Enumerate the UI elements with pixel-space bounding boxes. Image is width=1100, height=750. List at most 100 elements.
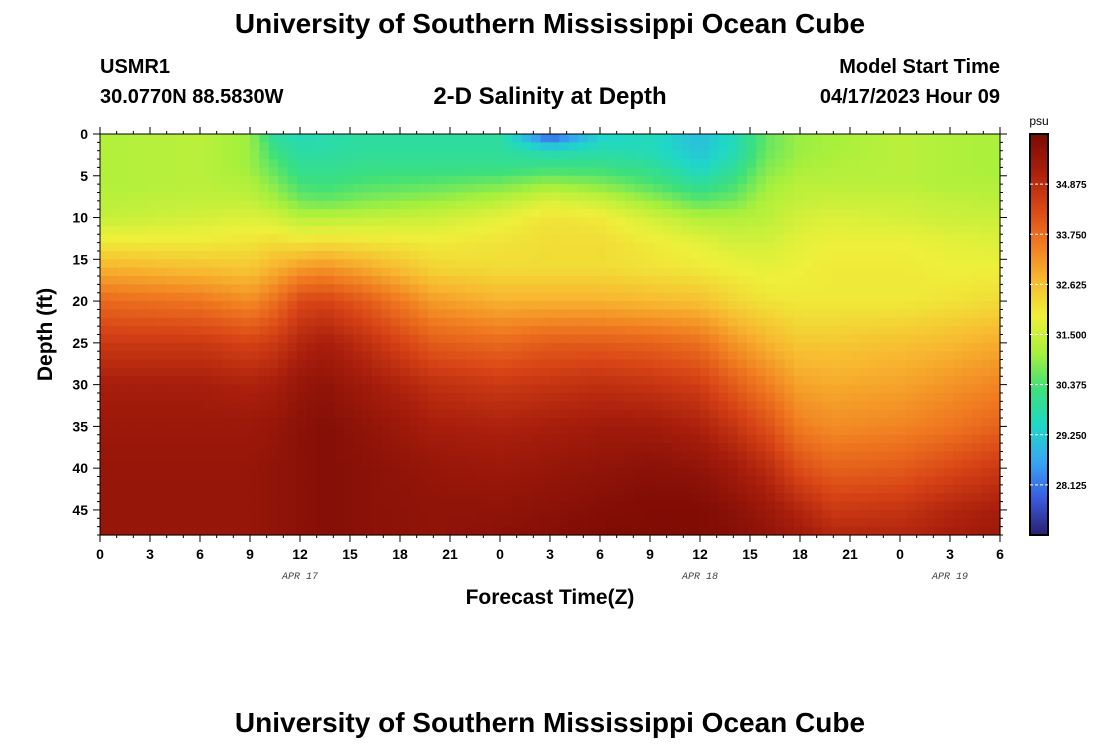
heatmap-cell xyxy=(625,217,635,227)
heatmap-cell xyxy=(465,526,476,536)
heatmap-cell xyxy=(475,276,485,285)
heatmap-cell xyxy=(615,334,626,344)
heatmap-cell xyxy=(484,459,495,469)
heatmap-cell xyxy=(325,384,335,394)
heatmap-cell xyxy=(887,418,898,427)
heatmap-cell xyxy=(568,267,579,277)
heatmap-cell xyxy=(981,409,992,419)
heatmap-cell xyxy=(212,234,223,244)
heatmap-cell xyxy=(118,493,129,503)
heatmap-cell xyxy=(109,184,120,194)
heatmap-cell xyxy=(915,301,926,311)
heatmap-cell xyxy=(128,501,139,511)
heatmap-cell xyxy=(709,309,720,319)
heatmap-cell xyxy=(859,493,870,503)
heatmap-cell xyxy=(184,284,195,294)
heatmap-cell xyxy=(784,392,795,402)
heatmap-cell xyxy=(371,451,382,461)
heatmap-cell xyxy=(718,159,729,169)
heatmap-cell xyxy=(793,301,804,311)
heatmap-cell xyxy=(906,418,917,427)
heatmap-cell xyxy=(493,184,504,194)
heatmap-cell xyxy=(259,401,270,411)
heatmap-cell xyxy=(259,267,270,277)
heatmap-cell xyxy=(165,501,176,511)
heatmap-cell xyxy=(521,276,532,285)
heatmap-cell xyxy=(784,434,795,444)
heatmap-cell xyxy=(193,484,204,494)
heatmap-cell xyxy=(568,242,579,252)
heatmap-cell xyxy=(184,234,195,244)
heatmap-cell xyxy=(906,225,917,235)
heatmap-cell xyxy=(653,276,664,285)
heatmap-cell xyxy=(756,426,767,436)
heatmap-cell xyxy=(971,217,982,227)
heatmap-cell xyxy=(634,359,645,369)
heatmap-cell xyxy=(343,326,354,336)
heatmap-cell xyxy=(343,392,354,402)
heatmap-cell xyxy=(456,150,467,160)
heatmap-cell xyxy=(306,150,317,160)
heatmap-cell xyxy=(418,175,429,185)
heatmap-cell xyxy=(512,509,523,519)
heatmap-cell xyxy=(268,217,279,227)
heatmap-cell xyxy=(756,493,767,503)
heatmap-cell xyxy=(559,276,570,285)
heatmap-cell xyxy=(728,384,739,394)
heatmap-cell xyxy=(512,276,523,285)
heatmap-cell xyxy=(268,384,279,394)
heatmap-cell xyxy=(400,284,410,294)
heatmap-cell xyxy=(287,459,298,469)
heatmap-cell xyxy=(221,234,232,244)
heatmap-cell xyxy=(540,267,551,277)
heatmap-cell xyxy=(643,167,654,177)
heatmap-cell xyxy=(456,259,467,269)
heatmap-cell xyxy=(156,443,167,453)
heatmap-cell xyxy=(925,267,935,277)
heatmap-cell xyxy=(756,192,767,202)
heatmap-cell xyxy=(568,217,579,227)
heatmap-cell xyxy=(868,159,879,169)
heatmap-cell xyxy=(681,451,692,461)
heatmap-cell xyxy=(493,443,504,453)
heatmap-cell xyxy=(981,392,992,402)
heatmap-cell xyxy=(896,509,907,519)
heatmap-cell xyxy=(756,301,767,311)
heatmap-cell xyxy=(221,367,232,377)
heatmap-cell xyxy=(681,184,692,194)
heatmap-cell xyxy=(465,309,476,319)
heatmap-cell xyxy=(212,518,223,528)
heatmap-cell xyxy=(756,326,767,336)
heatmap-cell xyxy=(193,451,204,461)
heatmap-cell xyxy=(971,342,982,352)
heatmap-cell xyxy=(540,443,551,453)
heatmap-cell xyxy=(850,443,860,453)
heatmap-cell xyxy=(325,276,335,285)
heatmap-cell xyxy=(137,468,148,478)
heatmap-cell xyxy=(578,225,589,235)
heatmap-cell xyxy=(896,359,907,369)
heatmap-cell xyxy=(906,501,917,511)
heatmap-cell xyxy=(615,167,626,177)
heatmap-cell xyxy=(962,418,973,427)
x-tick-label: 15 xyxy=(342,546,358,562)
heatmap-cell xyxy=(653,426,664,436)
heatmap-cell xyxy=(859,401,870,411)
heatmap-cell xyxy=(625,184,635,194)
heatmap-cell xyxy=(653,250,664,260)
heatmap-cell xyxy=(334,259,345,269)
heatmap-cell xyxy=(446,401,457,411)
heatmap-cell xyxy=(353,309,364,319)
heatmap-cell xyxy=(728,242,739,252)
heatmap-cell xyxy=(146,401,157,411)
heatmap-cell xyxy=(343,142,354,152)
heatmap-cell xyxy=(550,359,560,369)
heatmap-cell xyxy=(737,376,748,386)
heatmap-cell xyxy=(718,292,729,302)
heatmap-cell xyxy=(371,484,382,494)
heatmap-cell xyxy=(803,175,814,185)
heatmap-cell xyxy=(587,184,598,194)
heatmap-cell xyxy=(156,217,167,227)
heatmap-cell xyxy=(212,359,223,369)
heatmap-cell xyxy=(868,459,879,469)
